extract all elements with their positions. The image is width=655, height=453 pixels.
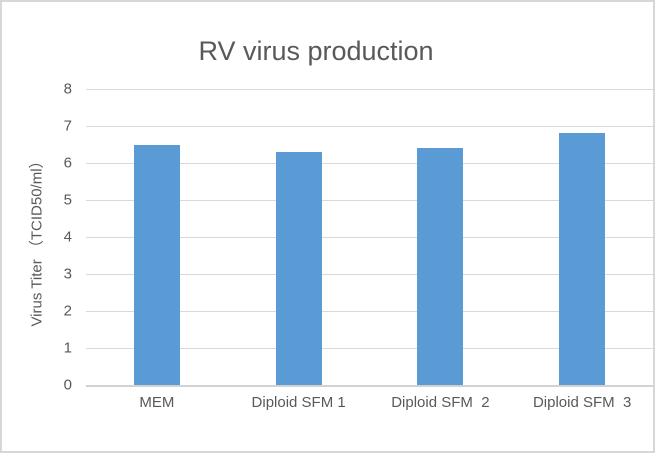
- bar-diploid-sfm-3: [559, 133, 606, 385]
- gridline-y3: [86, 274, 653, 275]
- x-category-label-mem: MEM: [139, 394, 175, 411]
- gridline-y7: [86, 126, 653, 127]
- bar-diploid-sfm-1: [275, 151, 322, 385]
- x-category-label-diploid-sfm-3: Diploid SFM 3: [532, 394, 632, 411]
- x-category-label-diploid-sfm-2: Diploid SFM 2: [391, 394, 490, 411]
- gridline-y8: [86, 89, 653, 90]
- y-tick-label-0: 0: [63, 376, 72, 394]
- x-axis-line: [86, 385, 653, 387]
- y-tick-label-5: 5: [63, 191, 72, 209]
- gridline-y6: [86, 163, 653, 164]
- y-tick-label-8: 8: [63, 80, 72, 98]
- y-tick-label-1: 1: [63, 339, 72, 357]
- gridline-y2: [86, 311, 653, 312]
- y-tick-label-6: 6: [63, 154, 72, 172]
- y-tick-label-7: 7: [63, 117, 72, 135]
- chart-title: RV virus production: [198, 36, 434, 66]
- y-tick-label-4: 4: [63, 228, 72, 246]
- gridline-y4: [86, 237, 653, 238]
- y-tick-label-3: 3: [63, 265, 72, 283]
- bar-diploid-sfm-2: [417, 148, 464, 385]
- gridline-y5: [86, 200, 653, 201]
- x-category-label-diploid-sfm-1: Diploid SFM 1: [251, 394, 346, 411]
- y-tick-label-2: 2: [63, 302, 72, 320]
- plot-area: [86, 89, 653, 387]
- gridline-y1: [86, 348, 653, 349]
- bar-mem: [133, 144, 180, 385]
